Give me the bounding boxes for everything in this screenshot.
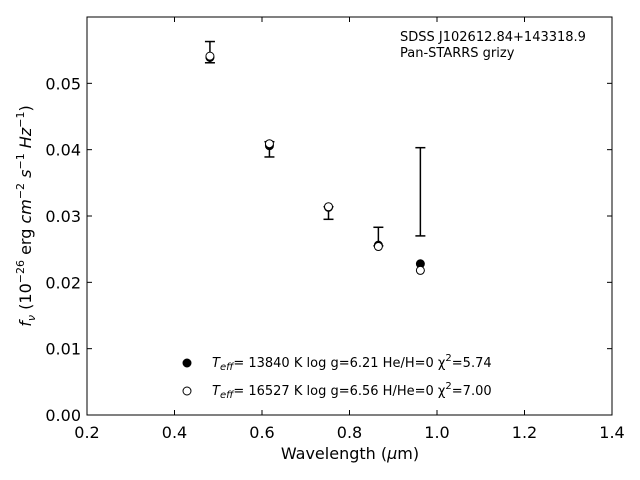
y-tick-label: 0.00 xyxy=(45,406,81,425)
legend-entry: Teff= 16527 K log g=6.56 H/He=0 χ2=7.00 xyxy=(212,381,492,401)
legend-marker xyxy=(182,358,192,368)
x-tick-label: 0.4 xyxy=(162,423,187,442)
legend-marker xyxy=(182,386,192,396)
x-tick-label: 1.0 xyxy=(424,423,449,442)
y-tick-label: 0.01 xyxy=(45,340,81,359)
y-axis-label: fν (10−26 erg cm−2 s−1 Hz−1) xyxy=(14,105,38,326)
legend: Teff= 13840 K log g=6.21 He/H=0 χ2=5.74 T… xyxy=(182,353,492,401)
x-tick-label: 1.4 xyxy=(599,423,624,442)
y-tick-label: 0.02 xyxy=(45,273,81,292)
y-tick-label: 0.05 xyxy=(45,74,81,93)
axes: 0.2 0.4 0.6 0.8 1.0 1.2 1.4 0.00 0.01 0.02 0.03 0.0… xyxy=(45,16,625,442)
y-tick-label: 0.03 xyxy=(45,207,81,226)
model-point-open xyxy=(264,139,274,149)
legend-entry: Teff= 13840 K log g=6.21 He/H=0 χ2=5.74 xyxy=(212,353,492,373)
model-point-open xyxy=(205,51,215,61)
survey-annotation: Pan-STARRS grizy xyxy=(400,46,515,61)
x-tick-label: 1.2 xyxy=(512,423,537,442)
object-name-annotation: SDSS J102612.84+143318.9 xyxy=(400,30,586,45)
y-tick-label: 0.04 xyxy=(45,141,81,160)
model-point-open xyxy=(324,202,333,212)
x-tick-label: 0.2 xyxy=(74,423,99,442)
x-tick-label: 0.6 xyxy=(249,423,274,442)
error-bar xyxy=(415,146,426,237)
data-layer xyxy=(204,40,426,275)
x-axis-label: Wavelength (μm) xyxy=(281,444,419,463)
model-point-open xyxy=(415,265,425,275)
model-point-open xyxy=(373,242,383,252)
x-tick-label: 0.8 xyxy=(337,423,362,442)
